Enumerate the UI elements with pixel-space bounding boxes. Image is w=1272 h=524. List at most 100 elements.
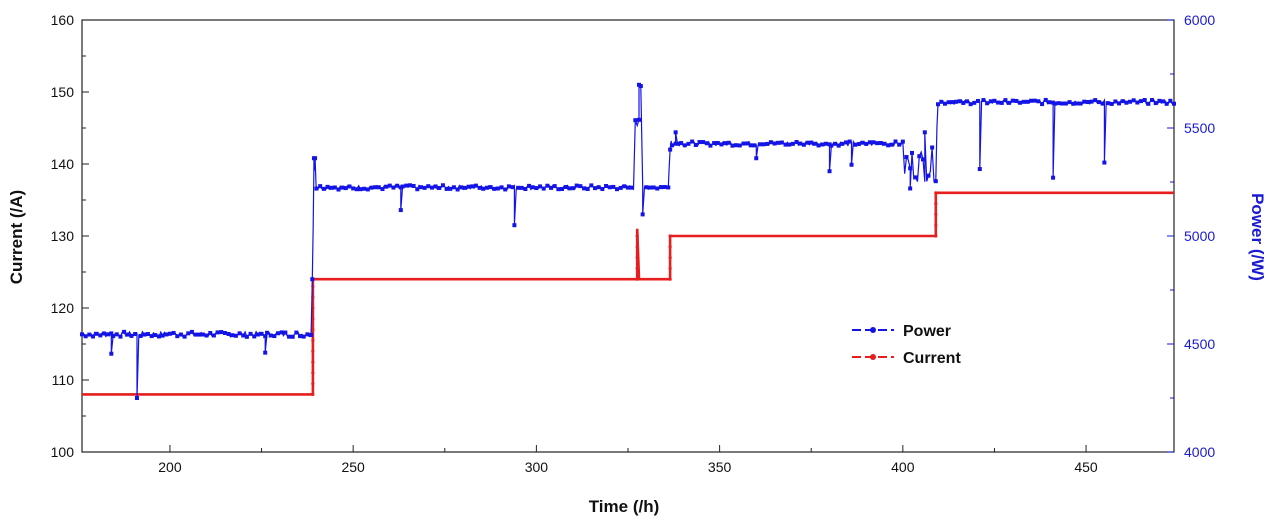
power-data-point — [1047, 100, 1052, 105]
power-data-point — [638, 84, 643, 89]
power-data-point — [957, 99, 962, 104]
power-data-point — [1089, 99, 1094, 104]
power-data-point — [219, 330, 224, 335]
power-data-point — [343, 186, 348, 191]
current-step-point — [934, 223, 938, 227]
current-step-point — [635, 256, 639, 260]
power-data-point — [882, 141, 887, 146]
power-data-point — [875, 141, 880, 146]
power-data-point — [604, 183, 609, 188]
power-data-point — [538, 184, 543, 189]
power-data-point — [233, 333, 238, 338]
power-data-point — [263, 350, 268, 355]
current-series-line — [82, 191, 1174, 396]
power-data-point — [853, 142, 858, 147]
current-step-point — [311, 349, 315, 353]
power-data-point — [1074, 101, 1079, 106]
power-data-point — [1029, 98, 1034, 103]
power-data-point — [153, 333, 158, 338]
power-data-point — [473, 183, 478, 188]
power-data-point — [1142, 98, 1147, 103]
power-data-point — [644, 185, 649, 190]
power-data-point — [840, 141, 845, 146]
current-step-point — [311, 328, 315, 332]
right-axis-ticks: 4000 4500 5000 5500 6000 — [1167, 12, 1215, 460]
current-step-point — [934, 202, 938, 206]
current-step-point — [311, 360, 315, 364]
power-data-point — [908, 166, 913, 171]
power-data-point — [704, 141, 709, 146]
power-data-point — [897, 142, 902, 147]
power-data-point — [1052, 101, 1057, 106]
power-data-point — [230, 333, 235, 338]
power-data-point — [506, 184, 511, 189]
power-data-point — [94, 331, 99, 336]
power-data-point — [1124, 100, 1129, 105]
power-data-point — [615, 187, 620, 192]
power-data-point — [391, 185, 396, 190]
x-tick-label: 450 — [1074, 459, 1098, 475]
power-data-point — [105, 332, 110, 337]
power-data-point — [426, 184, 431, 189]
power-data-point — [429, 185, 434, 190]
power-data-point — [985, 101, 990, 106]
power-data-point — [779, 140, 784, 145]
power-data-point — [407, 183, 412, 188]
power-data-point — [263, 334, 268, 339]
power-data-point — [864, 141, 869, 146]
power-data-point — [715, 140, 720, 145]
power-data-point — [549, 185, 554, 190]
power-data-point — [347, 184, 352, 189]
power-data-point — [798, 141, 803, 146]
power-data-point — [276, 331, 281, 336]
power-data-point — [1051, 175, 1056, 180]
power-data-point — [1093, 98, 1098, 103]
current-step-point — [668, 277, 672, 281]
power-data-point — [1164, 101, 1169, 106]
power-data-point — [768, 140, 773, 145]
power-data-point — [138, 333, 143, 338]
power-data-point — [422, 185, 427, 190]
power-data-point — [600, 187, 605, 192]
power-data-point — [712, 141, 717, 146]
power-data-point — [666, 185, 671, 190]
power-data-point — [248, 331, 253, 336]
power-data-point — [946, 100, 951, 105]
power-data-point — [466, 184, 471, 189]
power-data-point — [1120, 99, 1125, 104]
power-data-point — [794, 139, 799, 144]
power-data-point — [622, 184, 627, 189]
current-step-point — [668, 234, 672, 238]
power-data-point — [1071, 101, 1076, 106]
power-data-point — [820, 142, 825, 147]
power-data-point — [200, 332, 205, 337]
power-data-point — [376, 185, 381, 190]
current-step-point — [635, 234, 639, 238]
power-data-point — [541, 186, 546, 191]
power-data-point — [178, 332, 183, 337]
power-data-point — [268, 333, 273, 338]
power-data-point — [241, 333, 246, 338]
power-data-point — [149, 334, 154, 339]
power-data-point — [1067, 100, 1072, 105]
plot-area — [80, 19, 1176, 453]
power-data-point — [571, 186, 576, 191]
power-data-point — [1153, 101, 1158, 106]
power-data-point — [668, 147, 673, 152]
power-data-point — [545, 183, 550, 188]
power-data-point — [556, 187, 561, 192]
power-data-point — [287, 334, 292, 339]
left-tick-label: 110 — [52, 372, 75, 388]
power-data-point — [708, 143, 713, 148]
power-data-point — [1010, 98, 1015, 103]
power-data-point — [444, 186, 449, 191]
power-data-point — [418, 185, 423, 190]
power-data-point — [871, 140, 876, 145]
power-data-point — [765, 141, 770, 146]
power-data-point — [726, 140, 731, 145]
power-data-point — [972, 100, 977, 105]
power-data-point — [321, 186, 326, 191]
left-tick-label: 100 — [51, 444, 75, 460]
power-data-point — [964, 99, 969, 104]
